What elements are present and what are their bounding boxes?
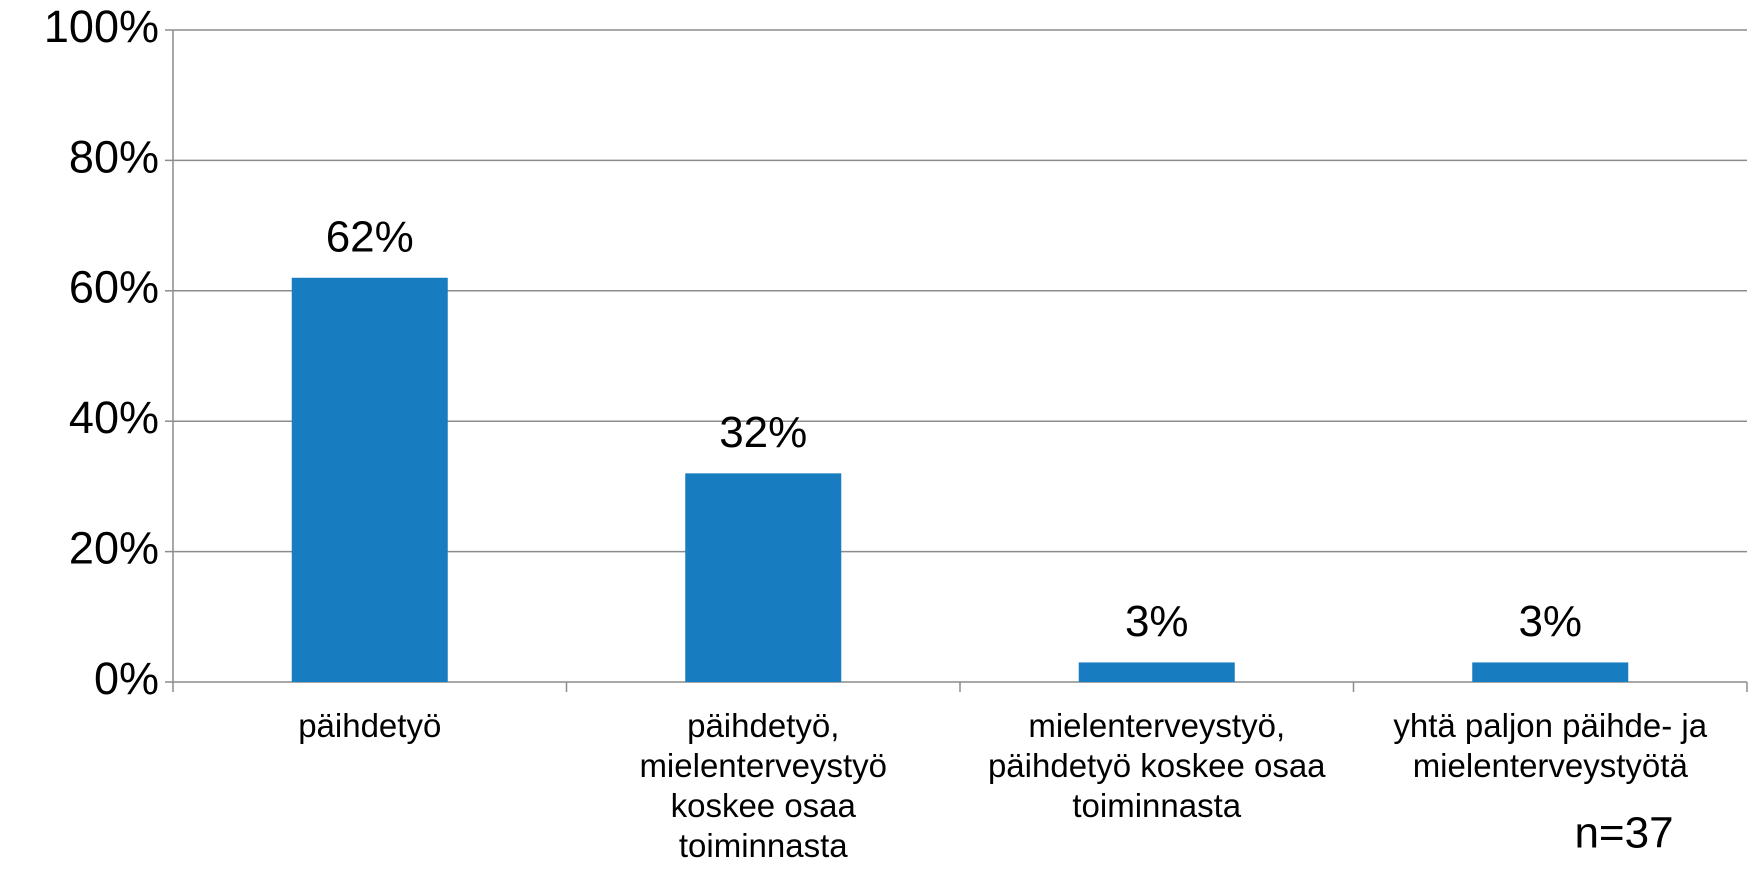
x-tick-label: päihdetyö xyxy=(298,707,441,744)
x-tick-label-line: mielenterveystyö xyxy=(639,747,887,784)
x-tick-label-line: koskee osaa xyxy=(671,787,857,824)
x-tick-label-line: mielenterveystyö, xyxy=(1028,707,1285,744)
y-tick-label: 0% xyxy=(94,653,159,704)
x-tick-label: päihdetyö, mielenterveystyö koskee osaa toi… xyxy=(639,707,887,864)
data-label: 3% xyxy=(1125,597,1189,646)
data-label: 62% xyxy=(326,212,414,261)
x-tick-label-line: päihdetyö, xyxy=(687,707,839,744)
y-tick-label: 80% xyxy=(69,131,159,182)
x-tick-label-line: mielenterveystyötä xyxy=(1413,747,1689,784)
x-tick-label-line: päihdetyö koskee osaa xyxy=(988,747,1326,784)
data-label: 32% xyxy=(719,408,807,457)
y-tick-label: 100% xyxy=(44,1,159,52)
x-tick-label: yhtä paljon päihde- ja mielenterveystyötä xyxy=(1393,707,1707,784)
y-tick-label: 20% xyxy=(69,522,159,573)
x-tick-label: mielenterveystyö, päihdetyö koskee osaa to… xyxy=(988,707,1326,824)
y-tick-label: 60% xyxy=(69,262,159,313)
x-tick-label-line: yhtä paljon päihde- ja xyxy=(1393,707,1707,744)
bar xyxy=(685,473,842,682)
x-tick-label-line: päihdetyö xyxy=(298,707,441,744)
data-label: 3% xyxy=(1518,597,1582,646)
bar xyxy=(291,277,448,682)
annotation: n=37 xyxy=(1574,809,1673,858)
x-tick-label-line: toiminnasta xyxy=(679,827,848,864)
y-tick-label: 40% xyxy=(69,392,159,443)
x-tick-label-line: toiminnasta xyxy=(1072,787,1241,824)
bar xyxy=(1078,662,1235,682)
bar xyxy=(1472,662,1629,682)
